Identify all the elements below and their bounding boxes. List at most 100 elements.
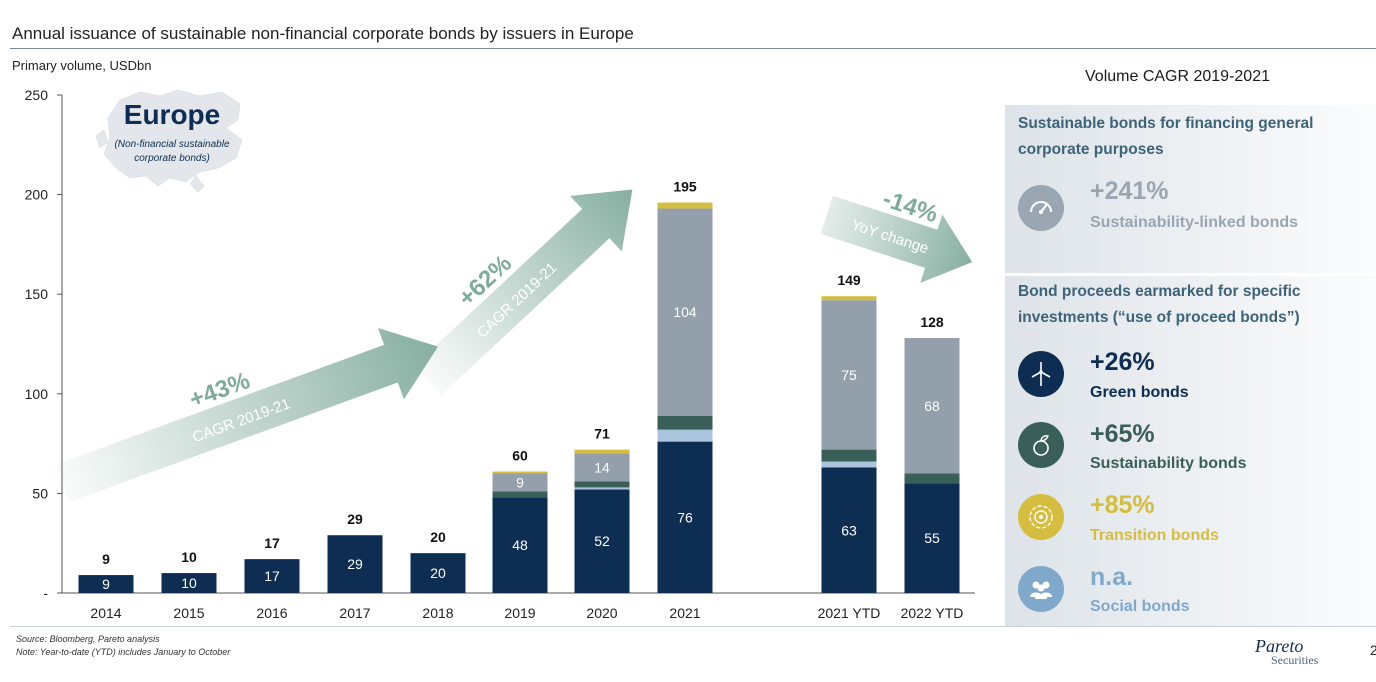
source-note: Source: Bloomberg, Pareto analysis <box>16 634 160 644</box>
bar-value-label: 55 <box>924 530 940 546</box>
bar-value-label: 48 <box>512 537 528 553</box>
footer-divider <box>10 626 1376 627</box>
bar-value-label: 52 <box>594 533 610 549</box>
x-tick-label: 2015 <box>173 605 204 621</box>
chart-title: Annual issuance of sustainable non-finan… <box>12 24 634 43</box>
bar-segment <box>657 208 713 416</box>
map-subtitle-line1: (Non-financial sustainable <box>114 139 230 150</box>
wind-turbine-icon <box>1031 362 1051 386</box>
bar-value-label: 9 <box>102 576 110 592</box>
bar-segment <box>492 491 548 498</box>
logo-brand: Pareto <box>1255 636 1304 656</box>
green-bonds-pct: +26% <box>1090 348 1155 376</box>
grey-segment-label: 104 <box>673 304 697 320</box>
bar-segment <box>657 441 713 593</box>
x-tick-label: 2016 <box>256 605 287 621</box>
grey-segment-label: 9 <box>516 474 524 490</box>
bar-segment <box>574 453 630 482</box>
page-number: 2 <box>1370 642 1376 658</box>
bar-segment <box>492 473 548 492</box>
bar-total-label: 29 <box>347 511 363 527</box>
map-subtitle-line2: corporate bonds) <box>134 153 210 164</box>
sustainability-bonds-circle <box>1018 422 1064 468</box>
general-purpose-panel: Sustainable bonds for financing general … <box>1005 105 1376 273</box>
y-tick-label: 250 <box>25 87 49 103</box>
bar-segment <box>574 481 630 488</box>
x-tick-label: 2021 <box>669 605 700 621</box>
bar-total-label: 17 <box>264 535 280 551</box>
bar-segment <box>574 487 630 490</box>
bar-total-label: 149 <box>837 272 861 288</box>
grey-segment-label: 14 <box>594 460 610 476</box>
x-tick-label: 2021 YTD <box>818 605 881 621</box>
bar-total-label: 71 <box>594 426 610 442</box>
bar-segment <box>574 449 630 454</box>
bar-total-label: 128 <box>920 314 944 330</box>
y-tick-label: - <box>43 585 48 601</box>
bar-total-label: 9 <box>102 551 110 567</box>
bar-segment <box>821 467 877 593</box>
x-tick-label: 2018 <box>422 605 453 621</box>
bar-segment <box>657 415 713 430</box>
grey-segment-label: 75 <box>841 367 857 383</box>
y-tick-label: 200 <box>25 187 49 203</box>
bar-segment <box>821 300 877 450</box>
social-bonds-label: Social bonds <box>1090 598 1190 615</box>
bar-segment <box>78 575 134 593</box>
ytd-note: Note: Year-to-date (YTD) includes Januar… <box>16 647 231 657</box>
europe-map-icon <box>95 89 243 193</box>
bar-segment <box>821 461 877 468</box>
bar-value-label: 63 <box>841 522 857 538</box>
y-tick-label: 50 <box>32 485 48 501</box>
bar-segment <box>161 573 217 593</box>
x-tick-label: 2017 <box>339 605 370 621</box>
bar-value-label: 76 <box>677 509 693 525</box>
cagr-2014-19-arrow: +43% CAGR 2019-21 <box>55 327 438 503</box>
bar-segment <box>492 497 548 593</box>
map-title: Europe <box>124 99 220 130</box>
sustainability-linked-label: Sustainability-linked bonds <box>1090 214 1299 231</box>
grey-segment-label: 68 <box>924 398 940 414</box>
sustainability-linked-circle <box>1018 185 1064 231</box>
bar-segment <box>410 553 466 593</box>
bar-chart: Europe (Non-financial sustainable corpor… <box>25 87 975 621</box>
use-of-proceeds-panel: Bond proceeds earmarked for specific inv… <box>1005 276 1376 626</box>
transition-bonds-label: Transition bonds <box>1090 527 1219 544</box>
apple-leaf-icon <box>1033 435 1049 456</box>
x-tick-label: 2019 <box>504 605 535 621</box>
social-bonds-circle <box>1018 566 1064 612</box>
social-bonds-pct: n.a. <box>1090 563 1134 591</box>
transition-bonds-pct: +85% <box>1090 491 1155 519</box>
bar-value-label: 17 <box>264 568 280 584</box>
sustainability-linked-pct: +241% <box>1090 177 1169 205</box>
bar-total-label: 20 <box>430 529 446 545</box>
logo-sub: Securities <box>1271 653 1319 667</box>
x-tick-label: 2014 <box>90 605 121 621</box>
green-bonds-circle <box>1018 351 1064 397</box>
x-tick-label: 2022 YTD <box>901 605 964 621</box>
bar-segment <box>821 296 877 301</box>
target-cycle-icon <box>1029 505 1053 529</box>
x-tick-label: 2020 <box>586 605 617 621</box>
bar-segment <box>904 483 960 593</box>
cagr-heading: Volume CAGR 2019-2021 <box>1085 68 1270 85</box>
bar-segment <box>904 473 960 484</box>
bar-total-label: 10 <box>181 549 197 565</box>
bar-segment <box>244 559 300 593</box>
transition-bonds-circle <box>1018 494 1064 540</box>
bar-segment <box>904 338 960 474</box>
sustainability-bonds-pct: +65% <box>1090 420 1155 448</box>
pareto-logo: Pareto Securities <box>1255 636 1318 668</box>
bar-segment <box>327 535 383 593</box>
gauge-icon <box>1030 201 1052 214</box>
bar-total-label: 195 <box>673 179 697 195</box>
section1-title: Sustainable bonds for financing general … <box>1018 115 1314 158</box>
bar-segment <box>657 202 713 209</box>
sustainability-bonds-label: Sustainability bonds <box>1090 455 1247 472</box>
y-tick-label: 150 <box>25 286 49 302</box>
bar-segment <box>574 489 630 593</box>
bar-segment <box>657 429 713 442</box>
title-divider <box>10 48 1376 49</box>
green-bonds-label: Green bonds <box>1090 384 1189 401</box>
bar-value-label: 20 <box>430 565 446 581</box>
